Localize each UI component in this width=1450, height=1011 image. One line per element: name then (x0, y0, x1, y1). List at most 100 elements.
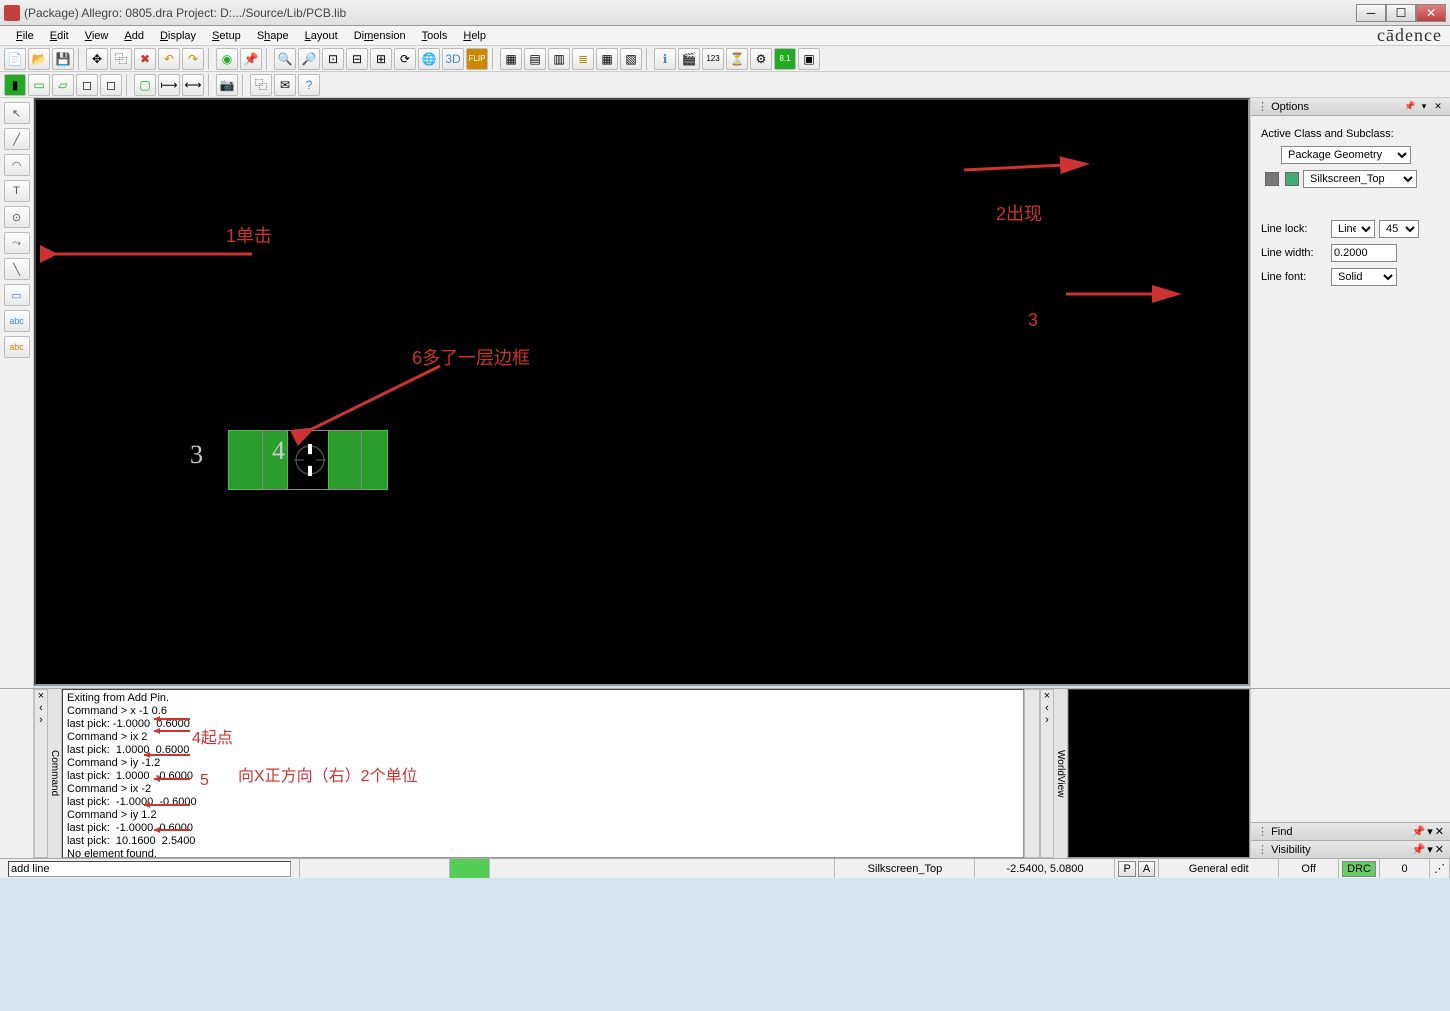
subclass-select[interactable]: Silkscreen_Top (1303, 170, 1417, 188)
rect-fill-icon[interactable]: ▮ (4, 74, 26, 96)
poly-icon[interactable]: ▱ (52, 74, 74, 96)
dim-h-icon[interactable]: ⟼ (158, 74, 180, 96)
timer-icon[interactable]: ⏳ (726, 48, 748, 70)
diag-tool-icon[interactable]: ╲ (4, 258, 30, 280)
grid-icon[interactable]: ▦ (500, 48, 522, 70)
dim-v-icon[interactable]: ⟷ (182, 74, 204, 96)
status-a-button[interactable]: A (1138, 861, 1155, 877)
line-lock-angle[interactable]: 45 (1379, 220, 1419, 238)
worldview-canvas[interactable] (1068, 689, 1250, 858)
design-canvas[interactable]: 3 4 1单击 2出现 6多了一层边框 (34, 98, 1250, 686)
menu-setup[interactable]: Setup (204, 28, 249, 44)
tag-icon[interactable]: 8.1 (774, 48, 796, 70)
close-button[interactable]: ✕ (1416, 4, 1446, 22)
ruler-icon[interactable]: 123 (702, 48, 724, 70)
class-select[interactable]: Package Geometry (1281, 146, 1411, 164)
panel-min-icon[interactable]: ▾ (1418, 101, 1430, 113)
move-icon[interactable]: ✥ (86, 48, 108, 70)
undo-icon[interactable]: ↶ (158, 48, 180, 70)
stack2-icon[interactable]: ▦ (596, 48, 618, 70)
text-tool-icon[interactable]: T (4, 180, 30, 202)
find-panel-collapsed[interactable]: ⋮ Find 📌 ▾ ✕ (1251, 822, 1450, 840)
new-icon[interactable]: 📄 (4, 48, 26, 70)
line-lock-type[interactable]: Line (1331, 220, 1375, 238)
abc2-tool-icon[interactable]: abc (4, 336, 30, 358)
cmd-scroll-l[interactable]: ‹ (39, 702, 43, 714)
world-icon[interactable]: 🌐 (418, 48, 440, 70)
menu-tools[interactable]: Tools (414, 28, 456, 44)
command-log[interactable]: Exiting from Add Pin. Command > x -1 0.6… (62, 689, 1024, 858)
circ2-icon[interactable]: ◻ (100, 74, 122, 96)
cmd-scroll-up[interactable]: × (38, 690, 44, 702)
zoom-prev-icon[interactable]: ⊟ (346, 48, 368, 70)
via-tool-icon[interactable]: ⊙ (4, 206, 30, 228)
options-panel-header[interactable]: ⋮ Options 📌 ▾ ✕ (1251, 98, 1450, 116)
class-color-box[interactable] (1265, 172, 1279, 186)
wv-scroll-up[interactable]: × (1044, 690, 1050, 702)
find-min-icon[interactable]: ▾ (1427, 825, 1433, 838)
layers2-icon[interactable]: ▥ (548, 48, 570, 70)
rect-tool-icon[interactable]: ▭ (4, 284, 30, 306)
line-font-select[interactable]: Solid (1331, 268, 1397, 286)
refresh-icon[interactable]: ⟳ (394, 48, 416, 70)
pin-icon[interactable]: 📌 (240, 48, 262, 70)
pad-icon[interactable]: ▢ (134, 74, 156, 96)
menu-display[interactable]: Display (152, 28, 204, 44)
menu-help[interactable]: Help (455, 28, 494, 44)
menu-edit[interactable]: Edit (42, 28, 77, 44)
minimize-button[interactable]: ─ (1356, 4, 1386, 22)
subclass-color-box[interactable] (1285, 172, 1299, 186)
cmd-scroll-r[interactable]: › (39, 714, 43, 726)
route-tool-icon[interactable]: ⤳ (4, 232, 30, 254)
info-icon[interactable]: ℹ (654, 48, 676, 70)
menu-file[interactable]: File (8, 28, 42, 44)
wv-scroll-l[interactable]: ‹ (1045, 702, 1049, 714)
rect-icon[interactable]: ▭ (28, 74, 50, 96)
line-width-input[interactable] (1331, 244, 1397, 262)
menu-layout[interactable]: Layout (297, 28, 346, 44)
layers-icon[interactable]: ▤ (524, 48, 546, 70)
mail-icon[interactable]: ✉ (274, 74, 296, 96)
menu-add[interactable]: Add (116, 28, 152, 44)
resize-grip[interactable]: ⋰ (1430, 859, 1450, 878)
zoom-out-icon[interactable]: 🔎 (298, 48, 320, 70)
find-pin-icon[interactable]: 📌 (1412, 825, 1426, 838)
prop-icon[interactable]: ◉ (216, 48, 238, 70)
delete-icon[interactable]: ✖ (134, 48, 156, 70)
panel-pin-icon[interactable]: 📌 (1404, 101, 1416, 113)
arc-tool-icon[interactable]: ◠ (4, 154, 30, 176)
vis-min-icon[interactable]: ▾ (1427, 843, 1433, 856)
open-icon[interactable]: 📂 (28, 48, 50, 70)
gear-icon[interactable]: ⚙ (750, 48, 772, 70)
camera-icon[interactable]: 📷 (216, 74, 238, 96)
stack3-icon[interactable]: ▧ (620, 48, 642, 70)
vis-close-icon[interactable]: ✕ (1435, 843, 1444, 856)
status-p-button[interactable]: P (1118, 861, 1135, 877)
zoom-in-icon[interactable]: 🔍 (274, 48, 296, 70)
status-drc-button[interactable]: DRC (1342, 861, 1376, 877)
circ-icon[interactable]: ◻ (76, 74, 98, 96)
3d-icon[interactable]: 3D (442, 48, 464, 70)
line-tool-icon[interactable]: ╱ (4, 128, 30, 150)
menu-dimension[interactable]: Dimension (346, 28, 414, 44)
zoom-sel-icon[interactable]: ⊞ (370, 48, 392, 70)
export-icon[interactable]: ▣ (798, 48, 820, 70)
status-command-input[interactable] (8, 861, 291, 877)
abc-tool-icon[interactable]: abc (4, 310, 30, 332)
menu-shape[interactable]: Shape (249, 28, 297, 44)
vis-pin-icon[interactable]: 📌 (1412, 843, 1426, 856)
stack-icon[interactable]: ≣ (572, 48, 594, 70)
zoom-fit-icon[interactable]: ⊡ (322, 48, 344, 70)
copy-icon[interactable]: ⿻ (110, 48, 132, 70)
help-icon[interactable]: ? (298, 74, 320, 96)
menu-view[interactable]: View (77, 28, 117, 44)
command-scrollbar[interactable] (1024, 689, 1040, 858)
film-icon[interactable]: 🎬 (678, 48, 700, 70)
redo-icon[interactable]: ↷ (182, 48, 204, 70)
flip-icon[interactable]: FLIP (466, 48, 488, 70)
find-close-icon[interactable]: ✕ (1435, 825, 1444, 838)
visibility-panel-collapsed[interactable]: ⋮ Visibility 📌 ▾ ✕ (1251, 840, 1450, 858)
clip-icon[interactable]: ⿻ (250, 74, 272, 96)
save-icon[interactable]: 💾 (52, 48, 74, 70)
select-icon[interactable]: ↖ (4, 102, 30, 124)
